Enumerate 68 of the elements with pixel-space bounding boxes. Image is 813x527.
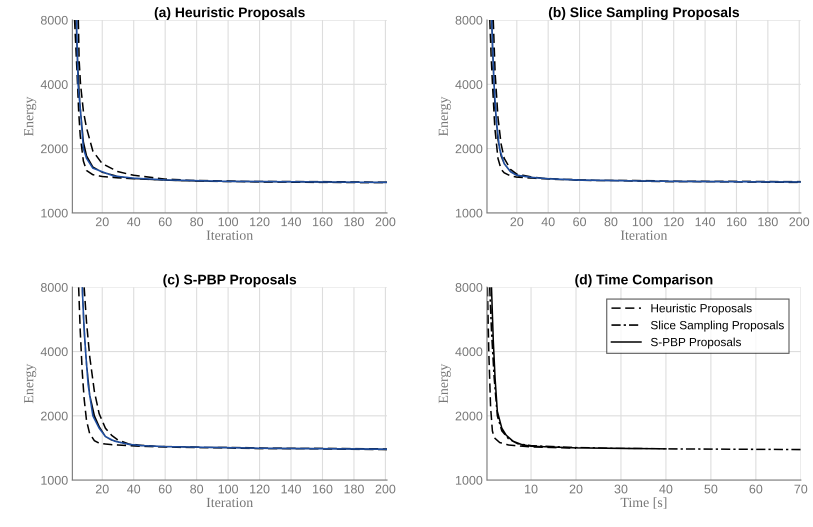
y-tick-label: 8000 (40, 283, 68, 292)
x-tick-label: 180 (344, 217, 364, 226)
x-tick-label: 20 (96, 217, 109, 226)
y-tick-label: 2000 (41, 412, 68, 420)
y-axis-title: Energy (438, 96, 451, 136)
x-axis-title: Iteration (206, 230, 253, 240)
y-tick-label: 4000 (455, 347, 482, 356)
x-tick-label: 30 (614, 484, 628, 494)
x-tick-label: 40 (542, 217, 555, 226)
x-tick-label: 60 (573, 217, 586, 226)
x-tick-label: 60 (158, 484, 172, 494)
x-tick-label: 20 (96, 484, 109, 494)
chart-title: (b) Slice Sampling Proposals (548, 7, 740, 20)
y-tick-label: 2000 (456, 144, 482, 154)
x-tick-label: 140 (282, 217, 301, 226)
x-tick-label: 120 (664, 217, 684, 226)
x-tick-label: 200 (376, 484, 396, 494)
x-tick-label: 40 (127, 484, 140, 494)
x-tick-label: 100 (632, 217, 652, 226)
x-tick-label: 70 (794, 484, 808, 494)
x-tick-label: 100 (218, 484, 238, 494)
y-axis-title: Energy (24, 96, 36, 136)
x-axis-title: Time [s] (620, 497, 666, 509)
x-tick-label: 180 (758, 217, 778, 226)
x-tick-label: 60 (750, 484, 762, 494)
chart-title: (c) S-PBP Proposals (163, 274, 296, 288)
x-tick-label: 80 (604, 217, 618, 226)
x-tick-label: 20 (510, 217, 524, 226)
x-tick-label: 80 (190, 484, 204, 494)
x-tick-label: 50 (704, 484, 718, 494)
x-tick-label: 160 (727, 217, 746, 226)
x-tick-label: 100 (218, 217, 238, 226)
y-axis-title: Energy (438, 364, 451, 404)
x-tick-label: 180 (344, 484, 364, 494)
x-tick-label: 120 (250, 217, 270, 226)
y-tick-label: 8000 (456, 16, 482, 25)
y-tick-label: 2000 (456, 412, 482, 420)
chart-title: (d) Time Comparison (575, 274, 712, 288)
x-tick-label: 200 (376, 217, 396, 226)
x-tick-label: 140 (696, 217, 716, 226)
legend-label: Slice Sampling Proposals (650, 320, 784, 332)
x-tick-label: 10 (525, 484, 538, 494)
x-tick-label: 20 (570, 484, 582, 494)
x-tick-label: 140 (282, 484, 301, 494)
y-tick-label: 4000 (455, 80, 482, 89)
x-tick-label: 160 (313, 484, 332, 494)
x-axis-title: Iteration (620, 230, 668, 240)
y-tick-label: 1000 (41, 208, 68, 218)
y-tick-label: 4000 (40, 347, 68, 356)
x-tick-label: 60 (158, 217, 172, 226)
y-tick-label: 2000 (41, 144, 68, 154)
y-tick-label: 8000 (456, 283, 482, 292)
y-axis-title: Energy (24, 364, 36, 404)
x-tick-label: 200 (789, 217, 810, 226)
y-tick-label: 8000 (40, 16, 68, 25)
x-tick-label: 40 (659, 484, 672, 494)
y-tick-label: 1000 (41, 476, 68, 485)
x-tick-label: 120 (250, 484, 270, 494)
x-tick-label: 160 (313, 217, 332, 226)
y-tick-label: 1000 (456, 208, 482, 218)
y-tick-label: 4000 (40, 80, 68, 89)
legend-label: Heuristic Proposals (651, 304, 752, 315)
chart-title: (a) Heuristic Proposals (154, 7, 305, 20)
x-tick-label: 80 (190, 217, 204, 226)
legend-label: S-PBP Proposals (650, 338, 741, 349)
x-tick-label: 40 (127, 217, 140, 226)
y-tick-label: 1000 (456, 476, 482, 485)
x-axis-title: Iteration (206, 498, 253, 508)
